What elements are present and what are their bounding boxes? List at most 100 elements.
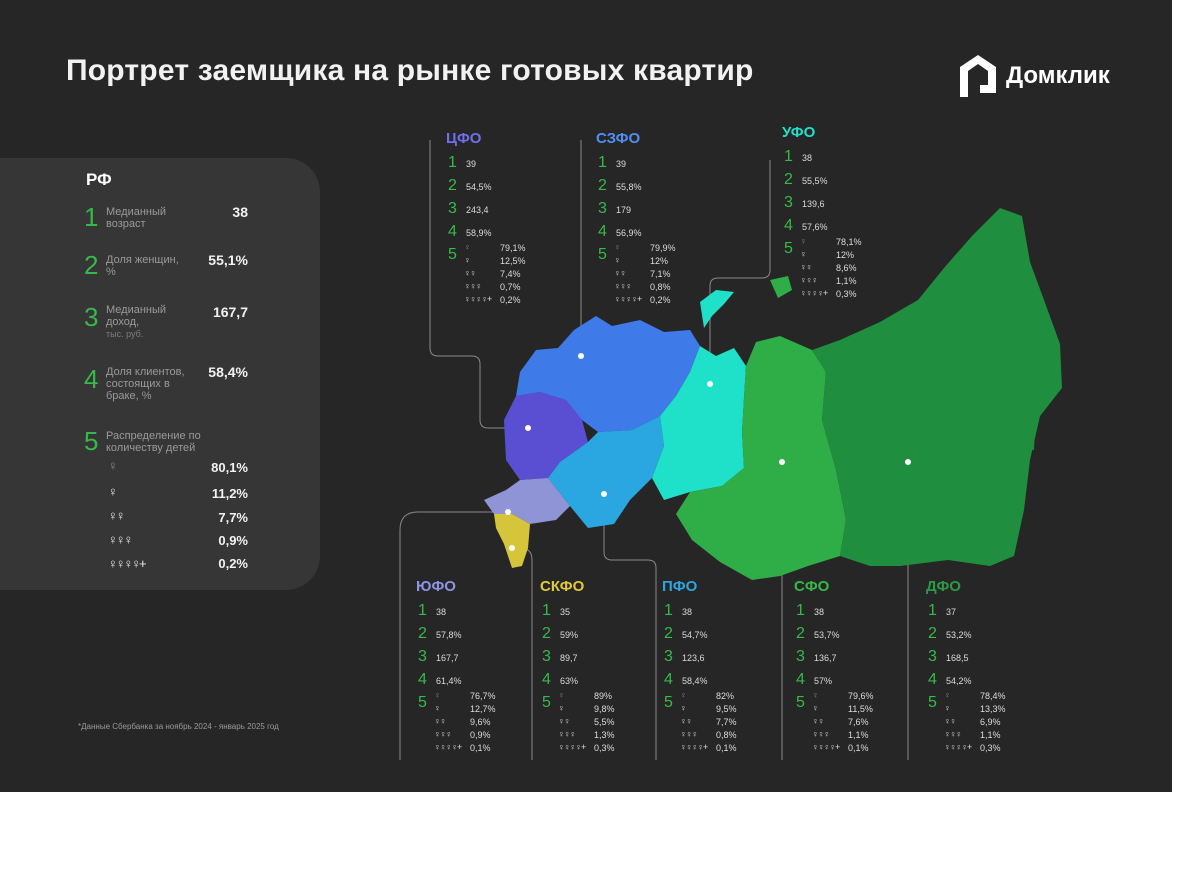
district-row-value: 38 (814, 607, 825, 617)
district-children-value: 0,7% (500, 282, 521, 292)
sakhalin-island (1026, 398, 1036, 450)
rf-row-value: 55,1% (208, 252, 248, 268)
rf-row-number: 5 (84, 426, 99, 456)
district-children-value: 0,3% (594, 743, 615, 753)
one-child-icon: ♀ (558, 703, 565, 713)
district-name: СКФО (540, 578, 585, 595)
district-row-number: 4 (796, 671, 805, 688)
district-children-value: 89% (594, 691, 613, 701)
district-row-number: 5 (418, 694, 427, 711)
rf-children-value: 0,2% (218, 556, 248, 571)
district-name: СЗФО (596, 130, 641, 147)
region-pfo (548, 416, 664, 528)
region-skfo (494, 514, 530, 568)
district-row-value: 53,7% (814, 630, 840, 640)
district-row-number: 5 (542, 694, 551, 711)
no-children-icon: ♀ (434, 690, 441, 700)
district-row-number: 4 (598, 223, 607, 240)
one-child-icon: ♀ (944, 703, 951, 713)
rf-row-label: Медианный доход, тыс. руб. (106, 304, 186, 340)
district-children-value: 12,7% (470, 704, 496, 714)
district-row-number: 5 (784, 240, 793, 257)
district-children-value: 79,1% (500, 243, 526, 253)
district-children-value: 12% (650, 256, 669, 266)
three-children-icon: ♀♀♀ (434, 729, 452, 739)
district-children-value: 5,5% (594, 717, 615, 727)
district-children-value: 79,9% (650, 243, 676, 253)
district-children-value: 0,2% (500, 295, 521, 305)
district-children-value: 78,4% (980, 691, 1006, 701)
district-row-value: 168,5 (946, 653, 969, 663)
two-children-icon: ♀♀ (108, 508, 125, 523)
four-plus-children-icon: ♀♀♀♀+ (464, 294, 492, 304)
russia-map (399, 140, 1062, 760)
district-row-value: 57,8% (436, 630, 462, 640)
district-row-value: 57,6% (802, 222, 828, 232)
rf-row-label: Доля женщин, % (106, 254, 179, 278)
district-name: СФО (794, 578, 830, 595)
rf-row-label: Доля клиентов, состоящих в браке, % (106, 366, 185, 402)
rf-row-number: 1 (84, 202, 99, 232)
district-row-value: 56,9% (616, 228, 642, 238)
district-children-value: 8,6% (836, 263, 857, 273)
district-row-number: 3 (928, 648, 937, 665)
district-row-number: 2 (448, 177, 457, 194)
no-children-icon: ♀ (464, 242, 471, 252)
district-children-value: 78,1% (836, 237, 862, 247)
district-row-value: 61,4% (436, 676, 462, 686)
district-row-value: 55,5% (802, 176, 828, 186)
district-children-value: 79,6% (848, 691, 874, 701)
rf-row-value: 38 (232, 204, 248, 220)
district-children-value: 0,8% (650, 282, 671, 292)
district-children-value: 6,9% (980, 717, 1001, 727)
district-row-value: 179 (616, 205, 632, 215)
region-markers (505, 353, 911, 551)
district-row-number: 3 (784, 194, 793, 211)
one-child-icon: ♀ (680, 703, 687, 713)
district-name: ДФО (926, 578, 961, 595)
district-name: УФО (782, 124, 816, 141)
no-children-icon: ♀ (558, 690, 565, 700)
no-children-icon: ♀ (680, 690, 687, 700)
district-row-number: 3 (664, 648, 673, 665)
rf-summary-panel (0, 158, 320, 590)
district-row-value: 123,6 (682, 653, 705, 663)
district-row-number: 5 (928, 694, 937, 711)
district-row-value: 167,7 (436, 653, 459, 663)
region-ufo (652, 346, 746, 500)
two-children-icon: ♀♀ (812, 716, 824, 726)
district-row-value: 54,5% (466, 182, 492, 192)
rf-row-number: 3 (84, 302, 99, 332)
district-children-value: 7,7% (716, 717, 737, 727)
district-children-value: 7,4% (500, 269, 521, 279)
district-row-number: 1 (448, 154, 457, 171)
region-cfo (504, 392, 588, 480)
district-row-value: 37 (946, 607, 957, 617)
one-child-icon: ♀ (108, 484, 118, 499)
district-children-value: 0,1% (716, 743, 737, 753)
four-plus-children-icon: ♀♀♀♀+ (800, 288, 828, 298)
three-children-icon: ♀♀♀ (944, 729, 962, 739)
district-row-number: 3 (796, 648, 805, 665)
two-children-icon: ♀♀ (614, 268, 626, 278)
district-row-value: 57% (814, 676, 833, 686)
district-row-value: 38 (436, 607, 447, 617)
no-children-icon: ♀ (108, 458, 118, 473)
district-children-value: 76,7% (470, 691, 496, 701)
severnaya-zemlya-island (770, 276, 792, 298)
district-row-number: 2 (928, 625, 937, 642)
three-children-icon: ♀♀♀ (614, 281, 632, 291)
no-children-icon: ♀ (944, 690, 951, 700)
district-children-value: 0,1% (848, 743, 869, 753)
district-row-number: 4 (928, 671, 937, 688)
district-row-number: 4 (542, 671, 551, 688)
district-children-value: 9,8% (594, 704, 615, 714)
one-child-icon: ♀ (464, 255, 471, 265)
rf-children-value: 80,1% (211, 460, 248, 475)
district-row-number: 1 (784, 148, 793, 165)
rf-children-value: 11,2% (211, 486, 248, 501)
district-row-value: 139,6 (802, 199, 825, 209)
district-children-value: 1,1% (980, 730, 1001, 740)
region-dfo (812, 208, 1062, 566)
district-row-number: 2 (542, 625, 551, 642)
